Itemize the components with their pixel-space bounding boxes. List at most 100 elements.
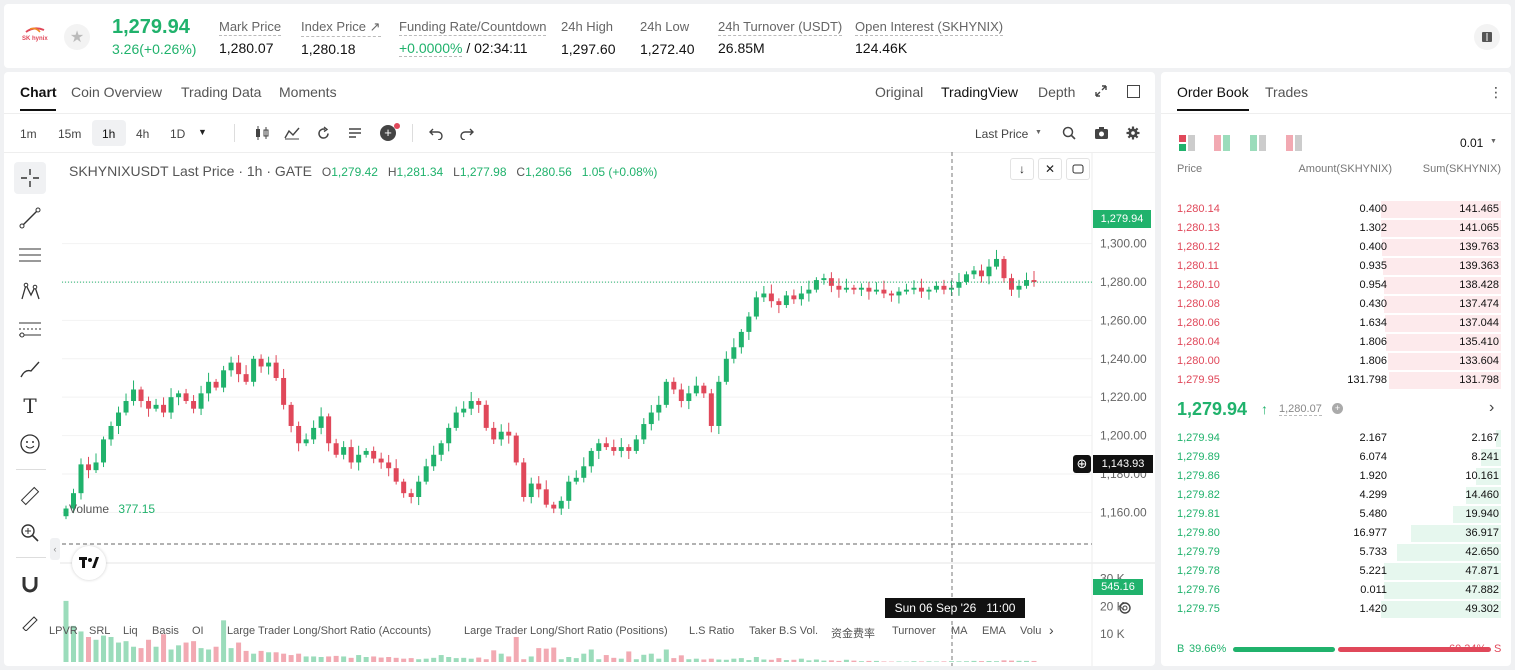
expand-icon[interactable]	[1094, 84, 1108, 103]
collapse-legend-button[interactable]: ✕	[1038, 158, 1062, 180]
funding-rate-value[interactable]: +0.0000%	[399, 40, 463, 57]
ask-row[interactable]: 1,280.12 0.400 139.763	[1161, 238, 1511, 257]
view-tradingview[interactable]: TradingView	[941, 84, 1019, 100]
interval-1m[interactable]: 1m	[20, 127, 37, 141]
bid-row[interactable]: 1,279.79 5.733 42.650	[1161, 543, 1511, 562]
bid-row[interactable]: 1,279.82 4.299 14.460	[1161, 486, 1511, 505]
window-icon[interactable]	[1127, 85, 1140, 98]
search-icon[interactable]	[1062, 126, 1076, 145]
ask-row[interactable]: 1,280.10 0.954 138.428	[1161, 276, 1511, 295]
fib-tool-icon[interactable]	[14, 314, 46, 346]
stat-label[interactable]: 24h Turnover (USDT)	[718, 19, 843, 36]
fullscreen-chart-button[interactable]	[1066, 158, 1090, 180]
tab-trades[interactable]: Trades	[1265, 84, 1309, 100]
text-tool-icon[interactable]: T	[23, 394, 37, 418]
emoji-tool-icon[interactable]	[14, 428, 46, 460]
tab-chart[interactable]: Chart	[20, 84, 57, 100]
parallel-channel-tool-icon[interactable]	[14, 239, 46, 271]
stat-label[interactable]: Funding Rate/Countdown	[399, 19, 547, 36]
bid-row[interactable]: 1,279.78 5.221 47.871	[1161, 562, 1511, 581]
price-type-select[interactable]: Last Price	[975, 127, 1029, 141]
interval-1d[interactable]: 1D	[170, 127, 186, 141]
ask-row[interactable]: 1,280.11 0.935 139.363	[1161, 257, 1511, 276]
candlestick-chart[interactable]: 1,300.00 1,280.00 1,260.00 1,240.00 1,220.00…	[4, 152, 1155, 666]
bid-row[interactable]: 1,279.89 6.074 8.241	[1161, 448, 1511, 467]
indicator-srl[interactable]: SRL	[89, 625, 111, 637]
more-options-icon[interactable]: ⋮	[1489, 84, 1503, 100]
ob-expand-chevron-icon[interactable]: ›	[1489, 399, 1495, 416]
indicators-icon[interactable]	[284, 126, 300, 145]
bid-row[interactable]: 1,279.94 2.167 2.167	[1161, 429, 1511, 448]
ask-row[interactable]: 1,280.13 1.302 141.065	[1161, 219, 1511, 238]
indicator-volume[interactable]: Volu	[1020, 625, 1042, 637]
ruler-tool-icon[interactable]	[14, 480, 46, 512]
ask-row[interactable]: 1,280.00 1.806 133.604	[1161, 352, 1511, 371]
view-both-icon[interactable]	[1179, 135, 1195, 156]
replay-icon[interactable]	[316, 126, 331, 146]
bid-row[interactable]: 1,279.81 5.480 19.940	[1161, 505, 1511, 524]
interval-15m[interactable]: 15m	[58, 127, 82, 141]
trend-line-tool-icon[interactable]	[14, 202, 46, 234]
book-icon[interactable]	[1474, 24, 1500, 50]
settings-gear-icon[interactable]	[1126, 126, 1140, 145]
view-bids-icon[interactable]	[1250, 135, 1266, 156]
indicator-funding-rate[interactable]: 资金费率	[831, 628, 875, 640]
bid-row[interactable]: 1,279.76 0.011 47.882	[1161, 581, 1511, 600]
add-indicator-icon[interactable]: +	[380, 125, 396, 141]
precision-dropdown-icon[interactable]: ▼	[1490, 138, 1497, 145]
price-type-dropdown-icon[interactable]: ▼	[1035, 129, 1042, 136]
ask-row[interactable]: 1,280.14 0.400 141.465	[1161, 200, 1511, 219]
collapse-toolbar-handle[interactable]: ‹	[50, 538, 60, 560]
undo-icon[interactable]	[429, 127, 443, 145]
view-depth[interactable]: Depth	[1038, 84, 1076, 100]
precision-select[interactable]: 0.01	[1460, 136, 1484, 150]
indicator-taker-vol[interactable]: Taker B.S Vol.	[749, 625, 819, 637]
zoom-tool-icon[interactable]	[14, 517, 46, 549]
bid-row[interactable]: 1,279.80 16.977 36.917	[1161, 524, 1511, 543]
interval-4h[interactable]: 4h	[136, 127, 150, 141]
pattern-tool-icon[interactable]	[14, 276, 46, 308]
tab-coin-overview[interactable]: Coin Overview	[71, 84, 163, 100]
scroll-down-button[interactable]: ↓	[1010, 158, 1034, 180]
indicator-turnover[interactable]: Turnover	[892, 625, 936, 637]
chart-settings-gear-icon[interactable]	[1118, 601, 1132, 620]
camera-icon[interactable]	[1094, 126, 1109, 145]
view-asks-icon[interactable]	[1214, 135, 1230, 156]
interval-1h[interactable]: 1h	[102, 127, 116, 141]
stat-label[interactable]: Mark Price	[219, 19, 282, 36]
lock-drawing-tool-icon[interactable]	[14, 605, 46, 637]
bid-row[interactable]: 1,279.86 1.920 10.161	[1161, 467, 1511, 486]
ob-mark-price[interactable]: 1,280.07	[1279, 403, 1322, 416]
tab-moments[interactable]: Moments	[279, 84, 337, 100]
favorite-star-icon[interactable]: ★	[64, 24, 90, 50]
redo-icon[interactable]	[460, 127, 474, 145]
indicator-scroll-right-icon[interactable]: ›	[1049, 622, 1054, 638]
crosshair-tool-icon[interactable]	[14, 162, 46, 194]
ask-row[interactable]: 1,280.04 1.806 135.410	[1161, 333, 1511, 352]
stat-label[interactable]: Open Interest (SKHYNIX)	[855, 19, 1004, 36]
indicator-ma[interactable]: MA	[951, 625, 968, 637]
indicator-lt-accounts[interactable]: Large Trader Long/Short Ratio (Accounts)	[227, 625, 432, 637]
tab-order-book[interactable]: Order Book	[1177, 84, 1249, 100]
ask-row[interactable]: 1,280.08 0.430 137.474	[1161, 295, 1511, 314]
interval-dropdown-icon[interactable]: ▼	[198, 127, 207, 137]
candle-type-icon[interactable]	[254, 126, 270, 145]
magnet-tool-icon[interactable]	[14, 568, 46, 600]
indicator-ema[interactable]: EMA	[982, 625, 1006, 637]
templates-icon[interactable]	[348, 126, 363, 145]
indicator-liq[interactable]: Liq	[123, 625, 138, 637]
brush-tool-icon[interactable]	[14, 353, 46, 385]
ask-row[interactable]: 1,280.06 1.634 137.044	[1161, 314, 1511, 333]
indicator-basis[interactable]: Basis	[152, 625, 179, 637]
ask-row[interactable]: 1,279.95 131.798 131.798	[1161, 371, 1511, 390]
bid-row[interactable]: 1,279.75 1.420 49.302	[1161, 600, 1511, 619]
indicator-lpvr[interactable]: LPVR	[49, 625, 78, 637]
indicator-oi[interactable]: OI	[192, 625, 204, 637]
crosshair-add-icon[interactable]: ⊕	[1073, 455, 1091, 473]
tab-trading-data[interactable]: Trading Data	[181, 84, 262, 100]
view-original[interactable]: Original	[875, 84, 924, 100]
stat-label[interactable]: Index Price ↗	[301, 19, 381, 37]
indicator-ls-ratio[interactable]: L.S Ratio	[689, 625, 735, 637]
indicator-lt-positions[interactable]: Large Trader Long/Short Ratio (Positions…	[464, 625, 668, 637]
view-sells-icon[interactable]	[1286, 135, 1302, 156]
